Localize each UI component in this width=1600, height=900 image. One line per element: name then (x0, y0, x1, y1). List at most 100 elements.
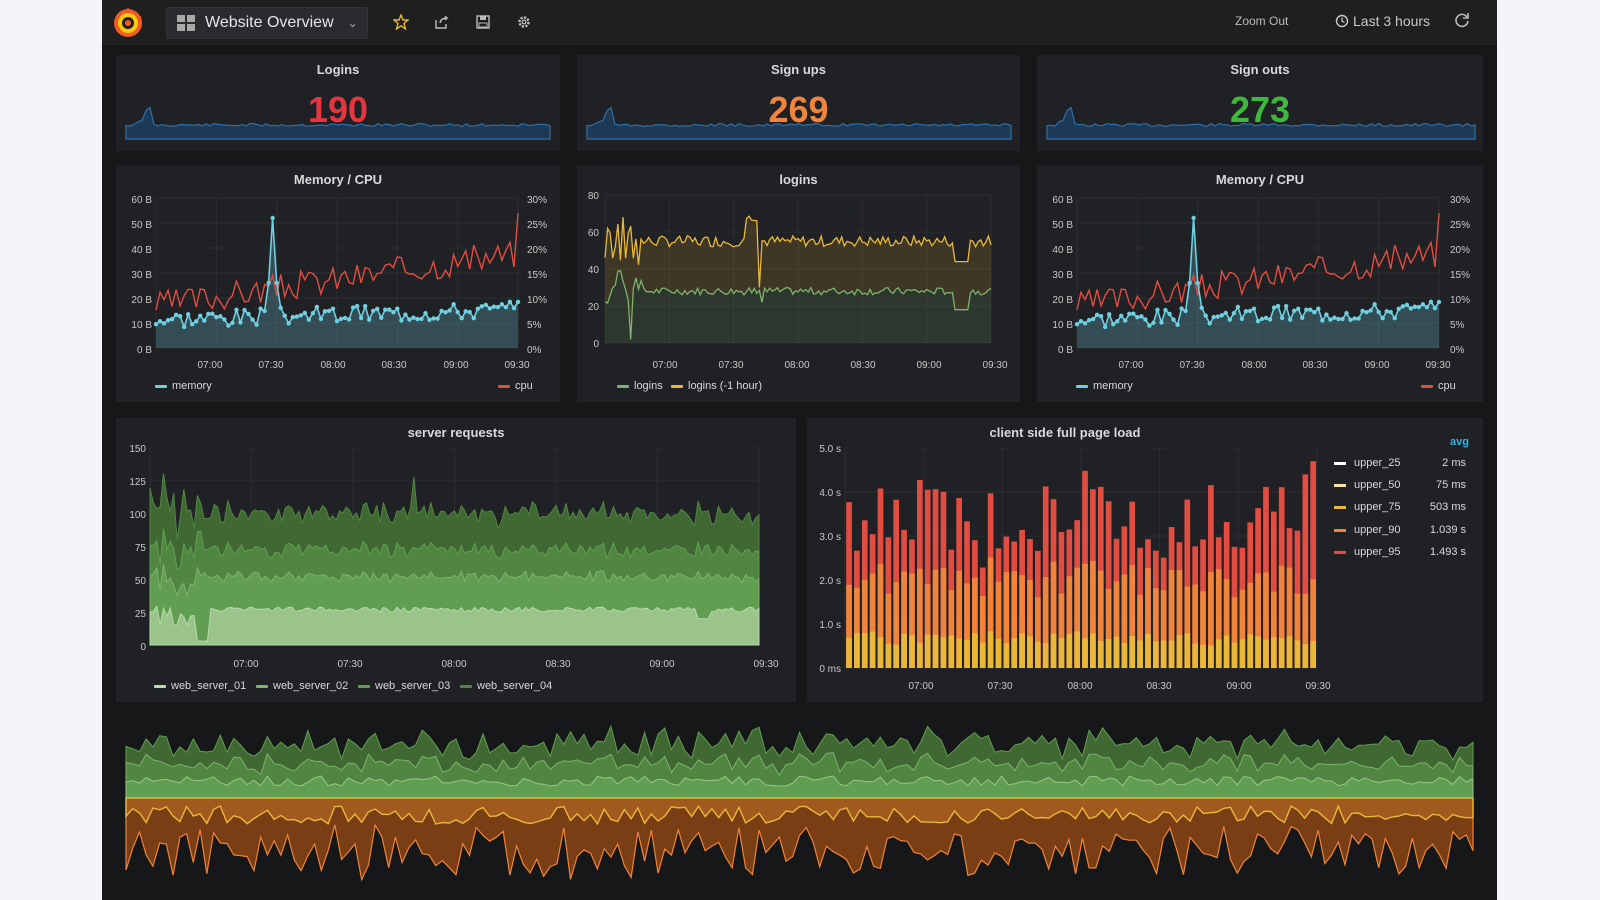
page-load-bar (1271, 591, 1277, 668)
page-load-bar (1042, 643, 1049, 668)
legend-item-web-server-01[interactable]: web_server_01 (154, 680, 246, 692)
memory-point (1203, 313, 1208, 318)
memory-point (1416, 304, 1422, 310)
memory-point (1432, 305, 1438, 311)
memory-point (1131, 311, 1136, 316)
memory-point (1082, 321, 1088, 326)
zoom-out-button[interactable]: Zoom Out (1235, 14, 1289, 28)
time-range-picker[interactable]: Last 3 hours (1335, 13, 1430, 29)
page-load-bar (1200, 591, 1206, 668)
memory-point (1336, 316, 1341, 322)
memory-point (1090, 316, 1096, 322)
share-icon[interactable] (431, 11, 453, 33)
x-tick-label: 07:30 (987, 681, 1012, 692)
x-tick-label: 07:30 (1179, 360, 1204, 371)
star-icon[interactable] (390, 11, 412, 33)
gear-icon[interactable] (513, 11, 535, 33)
panel-title[interactable]: Memory / CPU (293, 172, 383, 187)
page-load-legend: upper_25 2 ms upper_50 75 ms upper_75 503 m… (1334, 454, 1474, 558)
memory-point (214, 314, 219, 320)
legend-item-logins[interactable]: logins (617, 380, 663, 392)
x-tick-label: 07:00 (1118, 360, 1143, 371)
server-requests-chart: 150 125 100 75 50 25 0 07:00 07:30 08:00… (129, 444, 779, 670)
page-load-bar (1302, 644, 1309, 668)
dashboard-picker[interactable]: Website Overview ⌄ (166, 7, 368, 39)
memory-point (1283, 303, 1289, 309)
stat-panel-signouts: Sign outs 273 (1037, 55, 1483, 151)
memory-point (222, 317, 227, 322)
page-load-bar (893, 582, 900, 668)
memory-point (1086, 317, 1092, 323)
panel-title[interactable]: client side full page load (989, 425, 1141, 440)
page-load-bar (1011, 571, 1018, 668)
memory-point (218, 314, 223, 319)
y2-tick-label: 30% (527, 195, 547, 206)
page-load-bar (1286, 567, 1293, 668)
memory-point (1127, 311, 1132, 317)
grafana-logo-icon[interactable] (110, 5, 146, 41)
legend-header-avg[interactable]: avg (1450, 436, 1469, 448)
memory-point (503, 304, 509, 310)
y2-tick-label: 20% (1450, 245, 1470, 256)
refresh-icon[interactable] (1453, 11, 1471, 34)
legend-item-upper-75[interactable]: upper_75 503 ms (1334, 498, 1466, 516)
y-tick-label: 20 B (131, 295, 152, 306)
memory-point (1227, 317, 1233, 322)
legend-item-upper-25[interactable]: upper_25 2 ms (1334, 454, 1466, 472)
x-tick-label: 07:30 (258, 360, 283, 371)
memory-point (1316, 306, 1321, 311)
memory-point (1344, 310, 1349, 316)
page-load-bar (1231, 597, 1238, 668)
stat-title[interactable]: Sign outs (1230, 62, 1290, 77)
page-load-bar (1215, 569, 1222, 668)
legend-item-web-server-03[interactable]: web_server_03 (358, 680, 450, 692)
memory-point (310, 310, 316, 316)
stat-title[interactable]: Sign ups (771, 62, 826, 77)
x-tick-label: 09:30 (753, 659, 778, 670)
memory-point (346, 317, 352, 322)
memory-point (210, 311, 215, 316)
memory-point (467, 309, 472, 315)
page-load-bar (854, 587, 860, 668)
memory-point (1376, 309, 1381, 315)
panel-title[interactable]: server requests (407, 425, 505, 440)
save-icon[interactable] (472, 11, 494, 33)
y-tick-label: 30 B (1052, 270, 1073, 281)
x-tick-label: 08:00 (320, 360, 345, 371)
page-load-bar (1184, 633, 1191, 668)
memory-point (1179, 306, 1184, 311)
legend-item-memory[interactable]: memory (1076, 380, 1133, 392)
y-tick-label: 20 (588, 302, 600, 313)
legend-item-memory[interactable]: memory (155, 380, 212, 392)
panel-title[interactable]: logins (779, 172, 818, 187)
page-load-bar (1160, 590, 1167, 668)
legend-item-cpu[interactable]: cpu (498, 380, 533, 392)
page-load-bar (924, 489, 931, 668)
memory-point (254, 322, 259, 327)
legend-item-web-server-02[interactable]: web_server_02 (256, 680, 348, 692)
y2-tick-label: 0% (1450, 345, 1465, 356)
page-load-bar (1019, 575, 1025, 668)
page-load-bar (869, 631, 876, 668)
panel-title[interactable]: Memory / CPU (1215, 172, 1305, 187)
memory-point (391, 309, 396, 315)
legend-item-web-server-04[interactable]: web_server_04 (460, 680, 552, 692)
memory-point (322, 309, 328, 314)
stat-title[interactable]: Logins (316, 62, 360, 77)
memory-point (491, 304, 497, 309)
legend-item-upper-50[interactable]: upper_50 75 ms (1334, 476, 1466, 494)
memory-point (1279, 315, 1285, 321)
legend-item-logins-prev[interactable]: logins (-1 hour) (671, 380, 762, 392)
y-tick-label: 100 (129, 510, 146, 521)
legend-item-cpu[interactable]: cpu (1421, 380, 1456, 392)
page-load-bar (1192, 584, 1198, 668)
memory-point (411, 315, 416, 320)
y-tick-label: 10 B (1052, 320, 1073, 331)
memory-point (395, 306, 400, 311)
legend-item-upper-95[interactable]: upper_95 1.493 s (1334, 543, 1466, 561)
legend-item-upper-90[interactable]: upper_90 1.039 s (1334, 521, 1466, 539)
page-load-bar (1223, 578, 1230, 668)
page-load-bar (1160, 640, 1167, 668)
y-tick-label: 3.0 s (819, 532, 841, 543)
signouts-sparkline (1046, 106, 1476, 140)
